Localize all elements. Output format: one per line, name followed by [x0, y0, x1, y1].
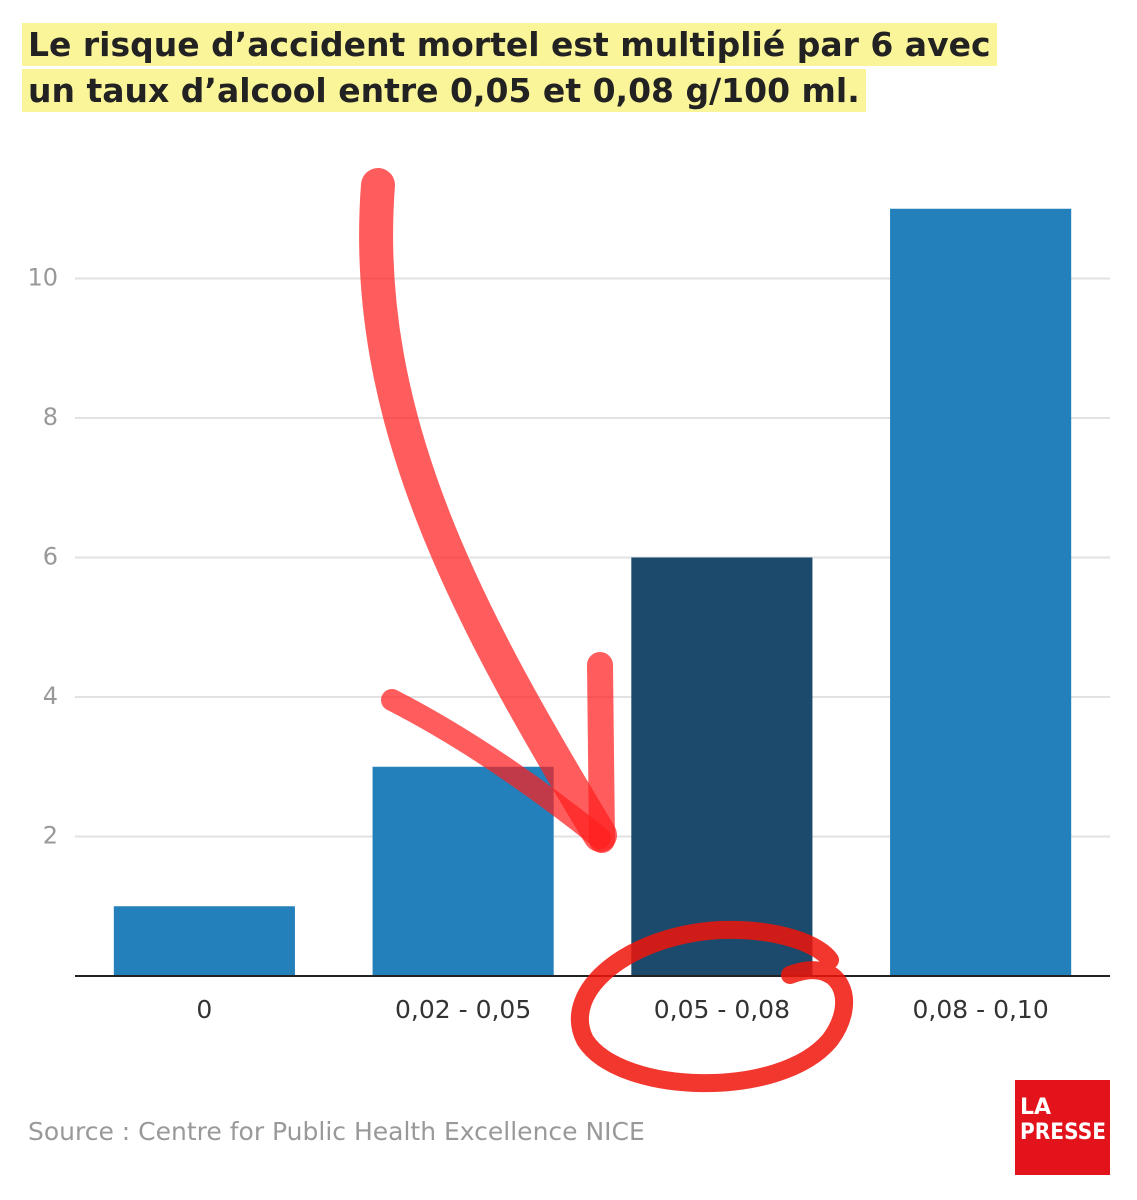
- arrow-head: [381, 689, 611, 849]
- x-tick-label: 0,02 - 0,05: [395, 995, 531, 1024]
- arrow: [359, 168, 617, 852]
- bar: [372, 766, 554, 976]
- logo-text: PRESSE: [1020, 1120, 1106, 1145]
- x-tick-label: 0,08 - 0,10: [913, 995, 1049, 1024]
- title-text: Le risque d’accident mortel est multipli…: [22, 23, 997, 112]
- arrow-head: [587, 652, 615, 853]
- source: Source : Centre for Public Health Excell…: [28, 1117, 645, 1146]
- circle: [570, 920, 854, 1093]
- plot: 2 4 6 8 10 0 0,02 - 0,05 0,05 - 0,08 0,08 - 0,10: [27, 208, 1110, 1024]
- y-tick-label: 6: [43, 543, 58, 571]
- logo-text: LA: [1020, 1095, 1051, 1120]
- logo-box: [1015, 1080, 1110, 1175]
- y-tick-label: 8: [43, 403, 58, 431]
- bar: [631, 557, 813, 976]
- bar: [113, 906, 295, 976]
- y-tick-label: 2: [43, 822, 58, 850]
- y-tick-label: 4: [43, 682, 58, 710]
- x-tick-label: 0: [196, 995, 212, 1024]
- bar: [890, 208, 1072, 976]
- annotation: [359, 168, 854, 1093]
- y-tick-label: 10: [27, 264, 58, 292]
- x-tick-label: 0,05 - 0,08: [654, 995, 790, 1024]
- title: Le risque d’accident mortel est multipli…: [22, 22, 1002, 114]
